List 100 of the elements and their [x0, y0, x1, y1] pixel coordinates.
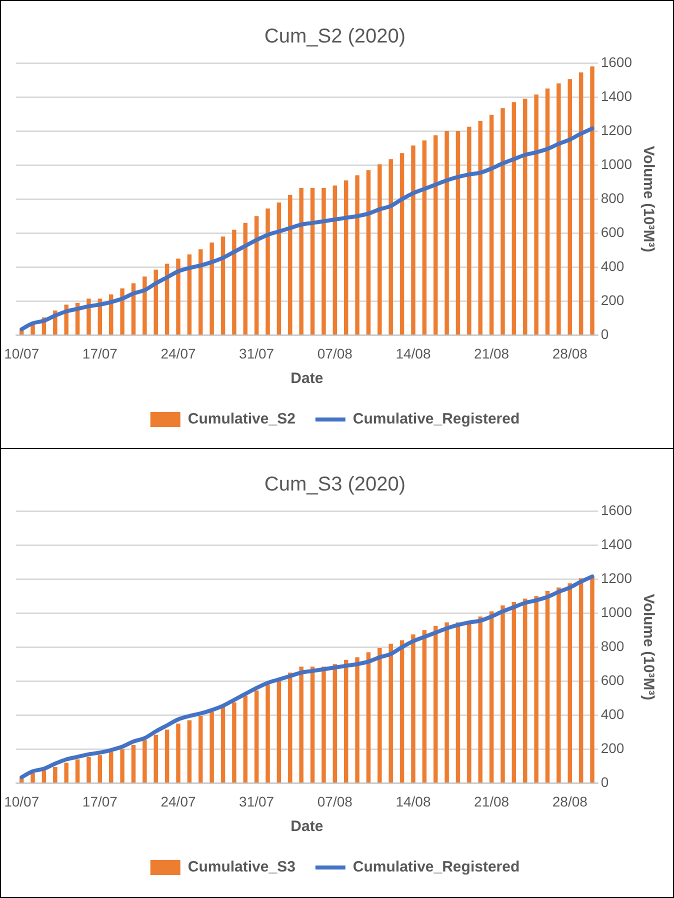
- bar: [512, 102, 516, 334]
- bar: [500, 108, 505, 334]
- line-series: [20, 574, 594, 780]
- bar: [523, 598, 528, 782]
- bar: [243, 696, 248, 782]
- bar: [568, 583, 572, 782]
- bar: [176, 258, 180, 334]
- bar: [220, 706, 226, 782]
- x-tick-label: 17/07: [82, 345, 118, 362]
- bar: [198, 716, 203, 782]
- x-tick-label: 14/08: [396, 793, 431, 810]
- bar: [411, 146, 416, 334]
- bar: [276, 202, 282, 334]
- bar: [131, 744, 136, 782]
- x-tick-label: 24/07: [160, 793, 196, 810]
- bar: [489, 611, 494, 782]
- bar: [478, 120, 482, 334]
- y-tick-label: 1600: [600, 502, 632, 518]
- chart-title: Cum_S2 (2020): [264, 26, 406, 48]
- y-axis-title: Volume (10³M³): [640, 594, 657, 700]
- x-tick-label: 31/07: [239, 345, 274, 362]
- bar: [310, 188, 315, 334]
- y-tick-label: 1400: [600, 88, 632, 104]
- bar: [299, 666, 304, 782]
- bar: [187, 720, 192, 782]
- bar: [288, 194, 292, 334]
- bar: [154, 734, 158, 782]
- legend-label: Cumulative_Registered: [352, 410, 520, 428]
- bar: [120, 288, 124, 334]
- x-tick-label: 31/07: [239, 793, 274, 810]
- bar: [322, 666, 326, 782]
- line-series: [20, 126, 594, 332]
- x-tick-label: 24/07: [160, 345, 196, 362]
- y-axis-title: Volume (10³M³): [640, 146, 657, 252]
- bar: [276, 680, 282, 782]
- bar: [232, 702, 236, 782]
- bar: [545, 590, 550, 782]
- bar: [86, 756, 91, 782]
- bar: [75, 759, 80, 782]
- x-tick-label: 07/08: [317, 793, 353, 810]
- bar: [500, 605, 505, 782]
- bar: [467, 620, 472, 782]
- bar: [433, 626, 438, 782]
- bar: [388, 644, 393, 782]
- x-axis-title: Date: [290, 818, 324, 836]
- bar: [299, 188, 304, 334]
- y-tick-label: 1600: [600, 54, 632, 70]
- x-tick-label: 21/08: [474, 345, 510, 362]
- y-tick-label: 200: [600, 740, 624, 756]
- bar: [254, 216, 259, 334]
- legend-label: Cumulative_Registered: [352, 858, 520, 876]
- x-tick-label: 10/07: [4, 345, 40, 362]
- bar: [556, 588, 561, 782]
- bar: [322, 188, 326, 334]
- y-tick-label: 0: [600, 326, 609, 342]
- bar: [400, 640, 404, 782]
- bar: [590, 576, 594, 782]
- x-tick-label: 28/08: [552, 793, 588, 810]
- y-tick-label: 800: [600, 638, 624, 654]
- bar: [556, 83, 561, 334]
- bar: [478, 616, 482, 782]
- bar: [534, 94, 538, 334]
- bar: [489, 114, 494, 334]
- y-tick-label: 1000: [600, 156, 632, 172]
- bar: [344, 180, 348, 334]
- bar: [332, 185, 338, 334]
- y-tick-label: 600: [600, 672, 624, 688]
- bar: [578, 578, 584, 782]
- x-tick-label: 14/08: [396, 345, 431, 362]
- bar: [378, 164, 382, 334]
- bar: [288, 672, 292, 782]
- bar: [523, 98, 528, 334]
- y-tick-label: 200: [600, 292, 624, 308]
- bar: [64, 762, 68, 782]
- bar: [30, 772, 35, 782]
- bar: [108, 752, 114, 782]
- bar: [310, 666, 315, 782]
- bar: [456, 131, 460, 334]
- bar: [467, 126, 472, 334]
- bar: [456, 622, 460, 782]
- y-tick-label: 600: [600, 224, 624, 240]
- bar: [545, 88, 550, 334]
- x-tick-label: 28/08: [552, 345, 588, 362]
- bar: [42, 770, 46, 782]
- y-tick-label: 1200: [600, 122, 632, 138]
- bar: [142, 740, 147, 782]
- bar: [433, 135, 438, 334]
- bar: [534, 596, 538, 782]
- bar: [422, 140, 427, 334]
- bar: [578, 72, 584, 334]
- bar: [243, 222, 248, 334]
- bar: [366, 652, 371, 782]
- bar: [198, 249, 203, 334]
- y-tick-label: 1000: [600, 604, 632, 620]
- bar: [388, 159, 393, 334]
- bar: [164, 730, 170, 782]
- bar: [568, 79, 572, 334]
- bar: [344, 660, 348, 782]
- bar: [210, 242, 214, 334]
- bar: [53, 767, 58, 782]
